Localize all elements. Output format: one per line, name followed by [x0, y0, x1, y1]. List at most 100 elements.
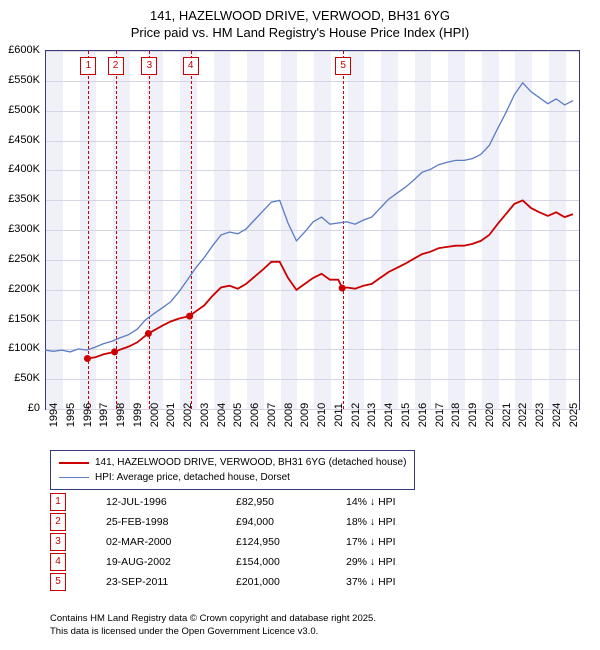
x-tick-label: 1996 — [82, 403, 94, 427]
transaction-date: 23-SEP-2011 — [106, 576, 236, 588]
transaction-pct: 14% ↓ HPI — [346, 496, 456, 508]
footnote-line1: Contains HM Land Registry data © Crown c… — [50, 613, 376, 624]
transaction-badge: 2 — [50, 513, 66, 531]
grid-line — [46, 290, 579, 291]
y-tick-label: £350K — [8, 193, 40, 205]
x-tick-label: 2008 — [283, 403, 295, 427]
x-tick-label: 2016 — [417, 403, 429, 427]
transaction-pct: 37% ↓ HPI — [346, 576, 456, 588]
transaction-badge: 1 — [50, 493, 66, 511]
grid-line — [46, 51, 579, 52]
transaction-row: 1 12-JUL-1996£82,95014% ↓ HPI — [50, 492, 456, 512]
transaction-row: 302-MAR-2000£124,95017% ↓ HPI — [50, 532, 456, 552]
legend-label: 141, HAZELWOOD DRIVE, VERWOOD, BH31 6YG … — [95, 455, 406, 470]
grid-line — [46, 230, 579, 231]
event-marker-line — [116, 51, 117, 409]
x-tick-label: 1995 — [65, 403, 77, 427]
x-tick-label: 2019 — [467, 403, 479, 427]
grid-line — [46, 349, 579, 350]
transaction-date: 19-AUG-2002 — [106, 556, 236, 568]
transaction-date: 12-JUL-1996 — [106, 496, 236, 508]
title-line2: Price paid vs. HM Land Registry's House … — [131, 25, 469, 40]
transaction-pct: 29% ↓ HPI — [346, 556, 456, 568]
footnote-line2: This data is licensed under the Open Gov… — [50, 626, 318, 637]
x-tick-label: 2022 — [517, 403, 529, 427]
transaction-price: £201,000 — [236, 576, 346, 588]
y-tick-label: £400K — [8, 163, 40, 175]
legend-item: 141, HAZELWOOD DRIVE, VERWOOD, BH31 6YG … — [59, 455, 406, 470]
transaction-price: £154,000 — [236, 556, 346, 568]
y-tick-label: £0 — [28, 402, 40, 414]
transaction-pct: 18% ↓ HPI — [346, 516, 456, 528]
x-tick-label: 2024 — [551, 403, 563, 427]
x-tick-label: 2005 — [232, 403, 244, 427]
x-tick-label: 2011 — [333, 403, 345, 427]
legend-item: HPI: Average price, detached house, Dors… — [59, 470, 406, 485]
event-marker-badge: 2 — [108, 57, 124, 75]
y-tick-label: £100K — [8, 342, 40, 354]
event-marker-line — [88, 51, 89, 409]
x-tick-label: 1999 — [132, 403, 144, 427]
event-marker-line — [149, 51, 150, 409]
y-tick-label: £550K — [8, 74, 40, 86]
grid-line — [46, 200, 579, 201]
legend-label: HPI: Average price, detached house, Dors… — [95, 470, 290, 485]
x-tick-label: 2023 — [534, 403, 546, 427]
x-tick-label: 2015 — [400, 403, 412, 427]
grid-line — [46, 81, 579, 82]
x-tick-label: 2014 — [383, 403, 395, 427]
transaction-row: 5 23-SEP-2011£201,00037% ↓ HPI — [50, 572, 456, 592]
x-tick-label: 1994 — [48, 403, 60, 427]
event-marker-badge: 5 — [335, 57, 351, 75]
legend-swatch — [59, 477, 89, 478]
grid-line — [46, 141, 579, 142]
transaction-badge: 4 — [50, 553, 66, 571]
event-marker-badge: 1 — [80, 57, 96, 75]
chart-area: 12345 £0£50K£100K£150K£200K£250K£300K£35… — [45, 50, 580, 410]
grid-line — [46, 170, 579, 171]
event-marker-badge: 3 — [141, 57, 157, 75]
transaction-badge: 5 — [50, 573, 66, 591]
title-line1: 141, HAZELWOOD DRIVE, VERWOOD, BH31 6YG — [150, 8, 450, 23]
x-tick-label: 2003 — [199, 403, 211, 427]
y-tick-label: £450K — [8, 134, 40, 146]
grid-line — [46, 260, 579, 261]
y-tick-label: £500K — [8, 104, 40, 116]
y-tick-label: £200K — [8, 283, 40, 295]
x-tick-label: 2021 — [501, 403, 513, 427]
y-tick-label: £250K — [8, 253, 40, 265]
x-tick-label: 2007 — [266, 403, 278, 427]
plot-region: 123 4 5 — [45, 50, 580, 410]
x-tick-label: 2010 — [316, 403, 328, 427]
x-tick-label: 2009 — [299, 403, 311, 427]
legend-swatch — [59, 462, 89, 464]
x-tick-label: 2002 — [182, 403, 194, 427]
transaction-row: 4 19-AUG-2002£154,00029% ↓ HPI — [50, 552, 456, 572]
transaction-row: 225-FEB-1998£94,00018% ↓ HPI — [50, 512, 456, 532]
x-tick-label: 2020 — [484, 403, 496, 427]
legend-box: 141, HAZELWOOD DRIVE, VERWOOD, BH31 6YG … — [50, 450, 415, 490]
x-tick-label: 2025 — [568, 403, 580, 427]
footnote: Contains HM Land Registry data © Crown c… — [50, 613, 376, 638]
event-marker-badge: 4 — [183, 57, 199, 75]
x-tick-label: 2018 — [450, 403, 462, 427]
transaction-badge: 3 — [50, 533, 66, 551]
event-marker-line — [343, 51, 344, 409]
y-tick-label: £150K — [8, 313, 40, 325]
y-tick-label: £600K — [8, 44, 40, 56]
x-tick-label: 2001 — [165, 403, 177, 427]
x-tick-label: 2004 — [216, 403, 228, 427]
x-tick-label: 1998 — [115, 403, 127, 427]
transactions-table: 1 12-JUL-1996£82,95014% ↓ HPI 2 25-FEB-1998… — [50, 492, 456, 592]
chart-title: 141, HAZELWOOD DRIVE, VERWOOD, BH31 6YG … — [0, 0, 600, 42]
grid-line — [46, 379, 579, 380]
x-tick-label: 2013 — [366, 403, 378, 427]
x-tick-label: 1997 — [98, 403, 110, 427]
x-tick-label: 2000 — [149, 403, 161, 427]
transaction-price: £82,950 — [236, 496, 346, 508]
chart-container: 141, HAZELWOOD DRIVE, VERWOOD, BH31 6YG … — [0, 0, 600, 650]
event-marker-line — [191, 51, 192, 409]
transaction-date: 25-FEB-1998 — [106, 516, 236, 528]
grid-line — [46, 111, 579, 112]
x-tick-label: 2012 — [350, 403, 362, 427]
